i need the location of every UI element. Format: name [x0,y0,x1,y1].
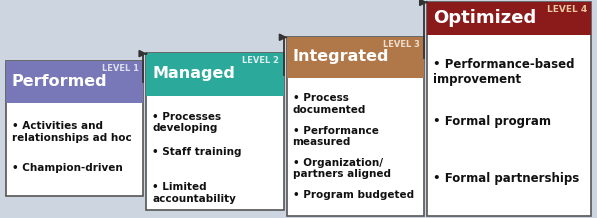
Text: LEVEL 2: LEVEL 2 [242,56,279,65]
Bar [146,53,284,96]
Text: • Limited
accountability: • Limited accountability [152,182,236,204]
Bar [6,61,143,103]
Text: LEVEL 1: LEVEL 1 [102,64,139,73]
Text: Optimized: Optimized [433,9,536,27]
Text: • Staff training: • Staff training [152,147,242,157]
Text: LEVEL 3: LEVEL 3 [383,40,420,49]
Bar [287,37,424,216]
Bar [146,53,284,210]
Text: • Performance
measured: • Performance measured [293,126,378,147]
Bar [427,2,591,35]
Text: Managed: Managed [152,66,235,81]
Text: Integrated: Integrated [293,49,389,64]
Text: Performed: Performed [12,74,107,89]
Text: • Organization/
partners aligned: • Organization/ partners aligned [293,158,390,179]
Bar [287,37,424,78]
Text: • Program budgeted: • Program budgeted [293,190,414,200]
Bar [427,2,591,216]
Bar [6,61,143,196]
Text: LEVEL 4: LEVEL 4 [547,5,587,14]
Text: • Formal program: • Formal program [433,115,551,128]
Text: • Performance-based
improvement: • Performance-based improvement [433,58,574,86]
Text: • Processes
developing: • Processes developing [152,112,221,133]
Text: • Process
documented: • Process documented [293,93,366,115]
Text: • Activities and
relationships ad hoc: • Activities and relationships ad hoc [12,121,132,143]
Text: • Champion-driven: • Champion-driven [12,163,123,173]
Text: • Formal partnerships: • Formal partnerships [433,172,579,186]
